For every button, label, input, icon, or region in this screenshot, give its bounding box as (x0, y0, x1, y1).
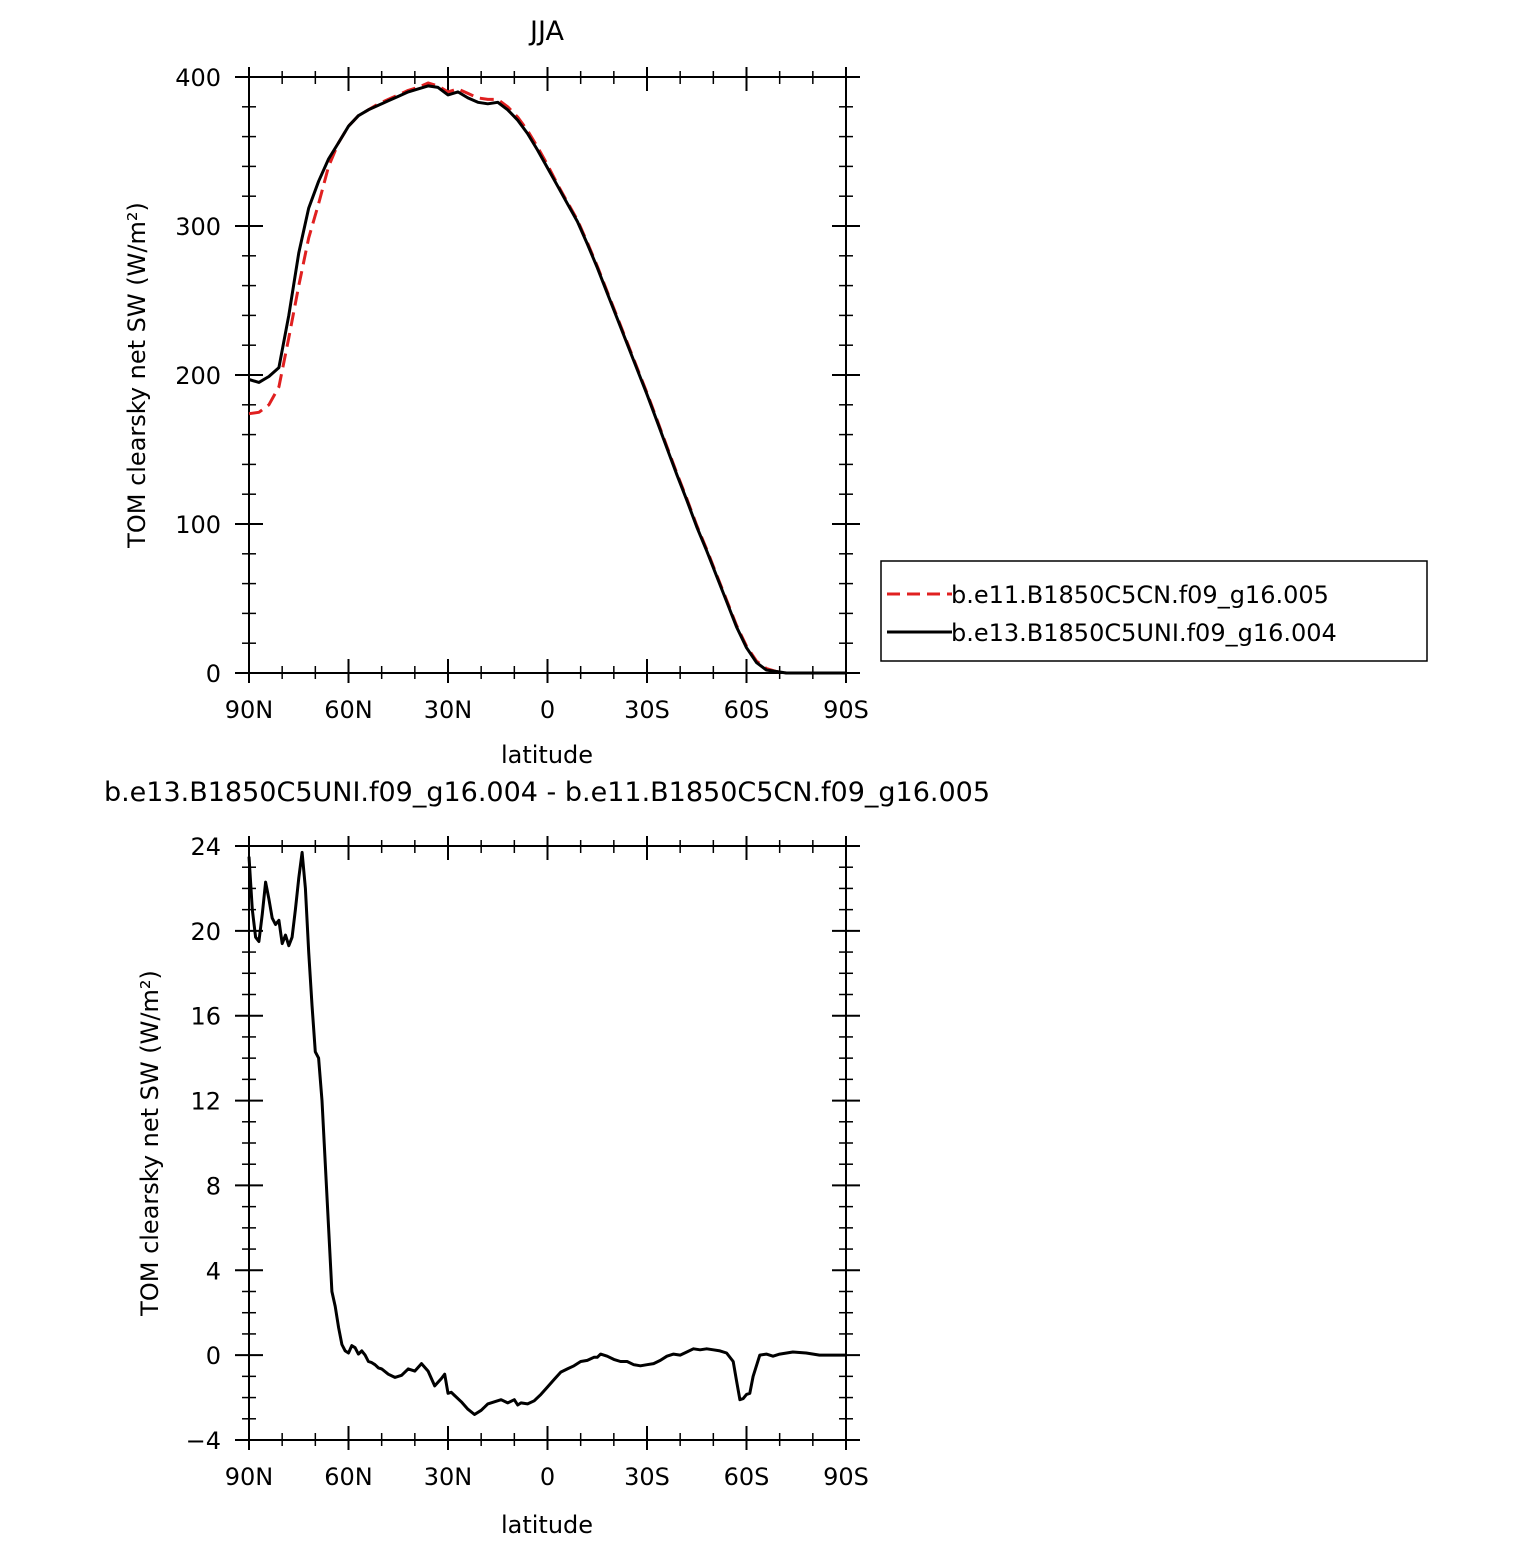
x-tick-label: 90N (225, 696, 274, 724)
bottom-panel-y-tick-labels: −4 0 4 8 12 16 20 24 (186, 833, 221, 1455)
bottom-panel-ticks (235, 836, 860, 1450)
x-tick-label: 30N (424, 696, 473, 724)
bottom-panel-y-axis-label: TOM clearsky net SW (W/m²) (136, 970, 164, 1317)
x-tick-label: 0 (540, 696, 555, 724)
legend-box (880, 560, 1428, 662)
x-tick-label: 0 (540, 1463, 555, 1491)
bottom-panel-title: b.e13.B1850C5UNI.f09_g16.004 - b.e11.B18… (104, 777, 990, 808)
legend-label-series-1: b.e11.B1850C5CN.f09_g16.005 (951, 581, 1329, 609)
y-tick-label: −4 (186, 1427, 221, 1455)
top-panel-y-axis-label: TOM clearsky net SW (W/m²) (123, 202, 151, 549)
x-tick-label: 90N (225, 1463, 274, 1491)
series-line-1 (247, 850, 846, 1416)
y-tick-label: 300 (175, 213, 221, 241)
x-tick-label: 60N (324, 1463, 373, 1491)
bottom-panel-x-tick-labels: 90N 60N 30N 0 30S 60S 90S (225, 1463, 869, 1491)
x-tick-label: 60S (724, 1463, 770, 1491)
series-line-2 (248, 84, 846, 675)
bottom-panel-x-axis-label: latitude (501, 1511, 593, 1539)
y-tick-label: 12 (190, 1088, 221, 1116)
y-tick-label: 20 (190, 918, 221, 946)
bottom-panel-difference: b.e13.B1850C5UNI.f09_g16.004 - b.e11.B18… (104, 777, 990, 1539)
y-tick-label: 4 (206, 1257, 221, 1285)
y-tick-label: 0 (206, 660, 221, 688)
y-tick-label: 400 (175, 64, 221, 92)
x-tick-label: 90S (823, 696, 869, 724)
y-tick-label: 16 (190, 1003, 221, 1031)
top-panel-x-tick-labels: 90N 60N 30N 0 30S 60S 90S (225, 696, 869, 724)
y-tick-label: 8 (206, 1172, 221, 1200)
bottom-panel-series-lines (247, 850, 846, 1416)
top-panel-legend: b.e11.B1850C5CN.f09_g16.005 b.e13.B1850C… (880, 560, 1428, 662)
x-tick-label: 60N (324, 696, 373, 724)
y-tick-label: 100 (175, 511, 221, 539)
legend-label-series-2: b.e13.B1850C5UNI.f09_g16.004 (951, 619, 1337, 647)
y-tick-label: 0 (206, 1342, 221, 1370)
top-panel-title: JJA (528, 16, 564, 47)
y-tick-label: 24 (190, 833, 221, 861)
top-panel-seasonal-mean: JJA 90N 60N 30N 0 30S 60S 90S 0 100 200 300 400 la… (123, 16, 1428, 769)
y-tick-label: 200 (175, 362, 221, 390)
bottom-panel-frame (248, 845, 847, 1441)
x-tick-label: 30N (424, 1463, 473, 1491)
top-panel-y-tick-labels: 0 100 200 300 400 (175, 64, 221, 688)
x-tick-label: 30S (624, 696, 670, 724)
series-line-1 (248, 81, 846, 675)
top-panel-series-lines (248, 81, 846, 675)
x-tick-label: 90S (823, 1463, 869, 1491)
x-tick-label: 30S (624, 1463, 670, 1491)
top-panel-ticks (235, 67, 860, 683)
top-panel-x-axis-label: latitude (501, 741, 593, 769)
x-tick-label: 60S (724, 696, 770, 724)
